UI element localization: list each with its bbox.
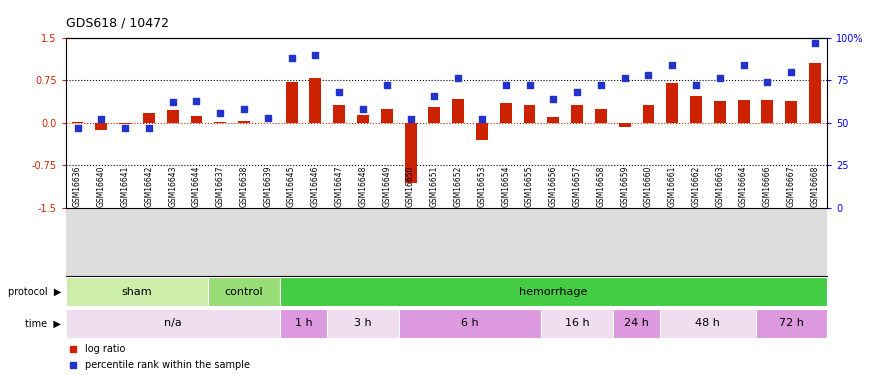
Point [618, 75, 632, 81]
Bar [143, 112, 155, 123]
Text: 1 h: 1 h [295, 318, 312, 328]
Bar [381, 109, 393, 123]
Point [142, 125, 156, 131]
Bar [280, 277, 827, 306]
Point [546, 96, 560, 102]
Bar [95, 123, 108, 130]
Bar [809, 63, 821, 123]
Bar [738, 100, 750, 123]
Point [570, 89, 584, 95]
Point [214, 110, 228, 116]
Bar [548, 117, 559, 123]
Text: protocol  ▶: protocol ▶ [8, 286, 61, 297]
Bar [399, 309, 542, 338]
Bar [571, 105, 583, 123]
Bar [500, 103, 512, 123]
Bar [285, 82, 298, 123]
Bar [542, 309, 612, 338]
Text: hemorrhage: hemorrhage [519, 286, 587, 297]
Bar [761, 100, 774, 123]
Bar [357, 115, 369, 123]
Point [71, 125, 85, 131]
Bar [66, 277, 208, 306]
Point [452, 75, 466, 81]
Bar [690, 96, 702, 123]
Bar [333, 105, 345, 123]
Bar [612, 309, 661, 338]
Text: 24 h: 24 h [624, 318, 649, 328]
Point [737, 62, 751, 68]
Text: 48 h: 48 h [696, 318, 720, 328]
Bar [661, 309, 755, 338]
Point [784, 69, 798, 75]
Point [427, 93, 441, 99]
Bar [404, 123, 416, 183]
Bar [327, 309, 399, 338]
Bar [167, 110, 178, 123]
Point [165, 99, 179, 105]
Bar [476, 123, 488, 140]
Bar [280, 309, 327, 338]
Bar [666, 83, 678, 123]
Point [499, 82, 513, 88]
Point [760, 79, 774, 85]
Bar [642, 105, 654, 123]
Text: 6 h: 6 h [461, 318, 479, 328]
Point [689, 82, 703, 88]
Point [284, 55, 298, 61]
Bar [429, 107, 440, 123]
Bar [755, 309, 827, 338]
Bar [66, 309, 280, 338]
Text: 3 h: 3 h [354, 318, 372, 328]
Point [356, 106, 370, 112]
Text: 16 h: 16 h [564, 318, 590, 328]
Bar [452, 99, 464, 123]
Point [380, 82, 394, 88]
Point [332, 89, 346, 95]
Point [713, 75, 727, 81]
Bar [523, 105, 536, 123]
Text: control: control [225, 286, 263, 297]
Bar [714, 101, 725, 123]
Bar [785, 101, 797, 123]
Bar [119, 123, 131, 124]
Bar [214, 122, 227, 123]
Point [522, 82, 536, 88]
Point [808, 40, 822, 46]
Text: 72 h: 72 h [779, 318, 803, 328]
Bar [595, 109, 607, 123]
Point [261, 115, 275, 121]
Text: percentile rank within the sample: percentile rank within the sample [85, 360, 249, 370]
Bar [208, 277, 280, 306]
Bar [72, 122, 83, 123]
Point [641, 72, 655, 78]
Point [94, 116, 108, 122]
Text: sham: sham [122, 286, 152, 297]
Point [475, 116, 489, 122]
Bar [191, 116, 202, 123]
Text: n/a: n/a [164, 318, 181, 328]
Bar [238, 121, 250, 123]
Point [665, 62, 679, 68]
Point [594, 82, 608, 88]
Bar [619, 123, 631, 128]
Point [308, 52, 322, 58]
Text: log ratio: log ratio [85, 344, 125, 354]
Point [190, 98, 204, 104]
Bar [310, 78, 321, 123]
Text: time  ▶: time ▶ [25, 318, 61, 328]
Point [237, 106, 251, 112]
Text: GDS618 / 10472: GDS618 / 10472 [66, 17, 169, 30]
Point [403, 116, 417, 122]
Point [118, 125, 132, 131]
